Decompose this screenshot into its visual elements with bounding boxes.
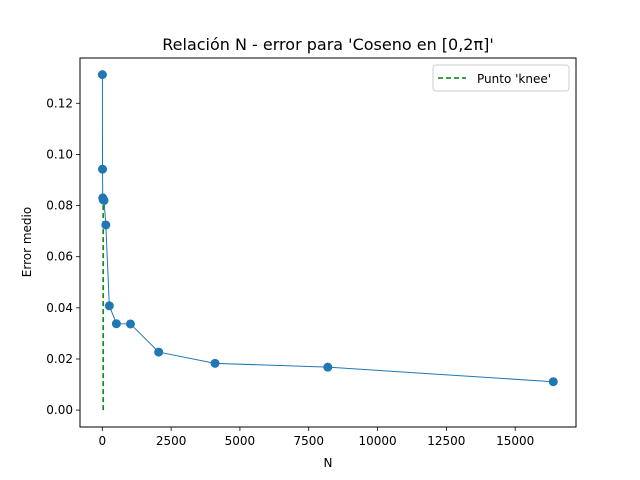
- y-tick-label: 0.06: [46, 250, 73, 264]
- legend-label-knee: Punto 'knee': [477, 72, 551, 86]
- y-tick-label: 0.00: [46, 403, 73, 417]
- y-axis-label: Error medio: [20, 207, 34, 277]
- y-tick-label: 0.04: [46, 301, 73, 315]
- y-tick-label: 0.02: [46, 352, 73, 366]
- x-tick-label: 2500: [156, 434, 187, 448]
- chart-title: Relación N - error para 'Coseno en [0,2π…: [162, 35, 494, 54]
- x-axis-label: N: [324, 456, 333, 470]
- x-tick-label: 5000: [225, 434, 256, 448]
- y-axis-ticks: 0.00 0.02 0.04 0.06 0.08 0.10 0.12: [46, 96, 80, 417]
- data-point: [104, 301, 114, 311]
- legend-box: [432, 64, 570, 92]
- data-point: [99, 195, 109, 205]
- data-point: [323, 362, 333, 372]
- legend: Punto 'knee': [432, 64, 570, 92]
- data-point: [154, 347, 164, 357]
- data-point: [101, 220, 111, 230]
- y-tick-label: 0.12: [46, 96, 73, 110]
- data-point: [210, 358, 220, 368]
- y-tick-label: 0.10: [46, 147, 73, 161]
- data-point: [98, 164, 108, 174]
- x-tick-label: 0: [98, 434, 106, 448]
- x-axis-ticks: 0 2500 5000 7500 10000 12500 15000: [98, 427, 534, 448]
- x-tick-label: 15000: [496, 434, 534, 448]
- data-point: [111, 319, 121, 329]
- axes-frame: [79, 57, 577, 428]
- x-tick-label: 12500: [427, 434, 465, 448]
- x-tick-label: 10000: [358, 434, 396, 448]
- data-point: [125, 319, 135, 329]
- plot-area: [97, 70, 558, 411]
- y-tick-label: 0.08: [46, 199, 73, 213]
- data-point: [548, 377, 558, 387]
- x-tick-label: 7500: [293, 434, 324, 448]
- data-point: [97, 70, 107, 80]
- series-line-error: [101, 74, 554, 383]
